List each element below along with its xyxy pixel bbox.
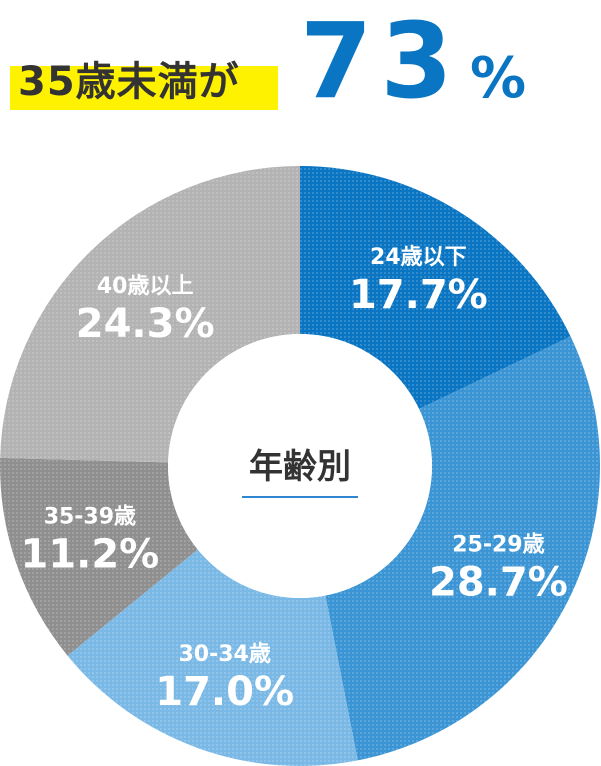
headline-highlight bbox=[10, 66, 278, 110]
slice-value-3: 17.0% bbox=[155, 669, 294, 715]
center-hole bbox=[168, 334, 432, 598]
slice-label-5: 40歳以上 bbox=[97, 274, 194, 299]
slice-label-3: 30-34歳 bbox=[178, 642, 270, 667]
headline-prefix: 35歳未満が bbox=[18, 59, 240, 105]
slice-label-1: 24歳以下 bbox=[370, 245, 467, 270]
slice-value-1: 17.7% bbox=[349, 272, 488, 318]
center-label: 年齢別 bbox=[249, 447, 351, 487]
slice-value-2: 28.7% bbox=[429, 560, 568, 606]
chart-slices bbox=[0, 166, 601, 766]
headline: 35歳未満が 73 % bbox=[0, 0, 601, 130]
headline-unit: % bbox=[470, 46, 527, 111]
slice-value-5: 24.3% bbox=[76, 301, 215, 347]
headline-number: 73 bbox=[300, 0, 461, 122]
slice-label-4: 35-39歳 bbox=[44, 505, 136, 530]
slice-texture-2 bbox=[325, 336, 601, 761]
slice-texture-1 bbox=[300, 166, 571, 410]
slice-value-4: 11.2% bbox=[20, 532, 159, 578]
slice-texture-3 bbox=[67, 549, 358, 766]
slice-texture-4 bbox=[0, 457, 198, 656]
slice-label-2: 25-29歳 bbox=[452, 533, 544, 558]
slice-texture-5 bbox=[0, 166, 301, 463]
